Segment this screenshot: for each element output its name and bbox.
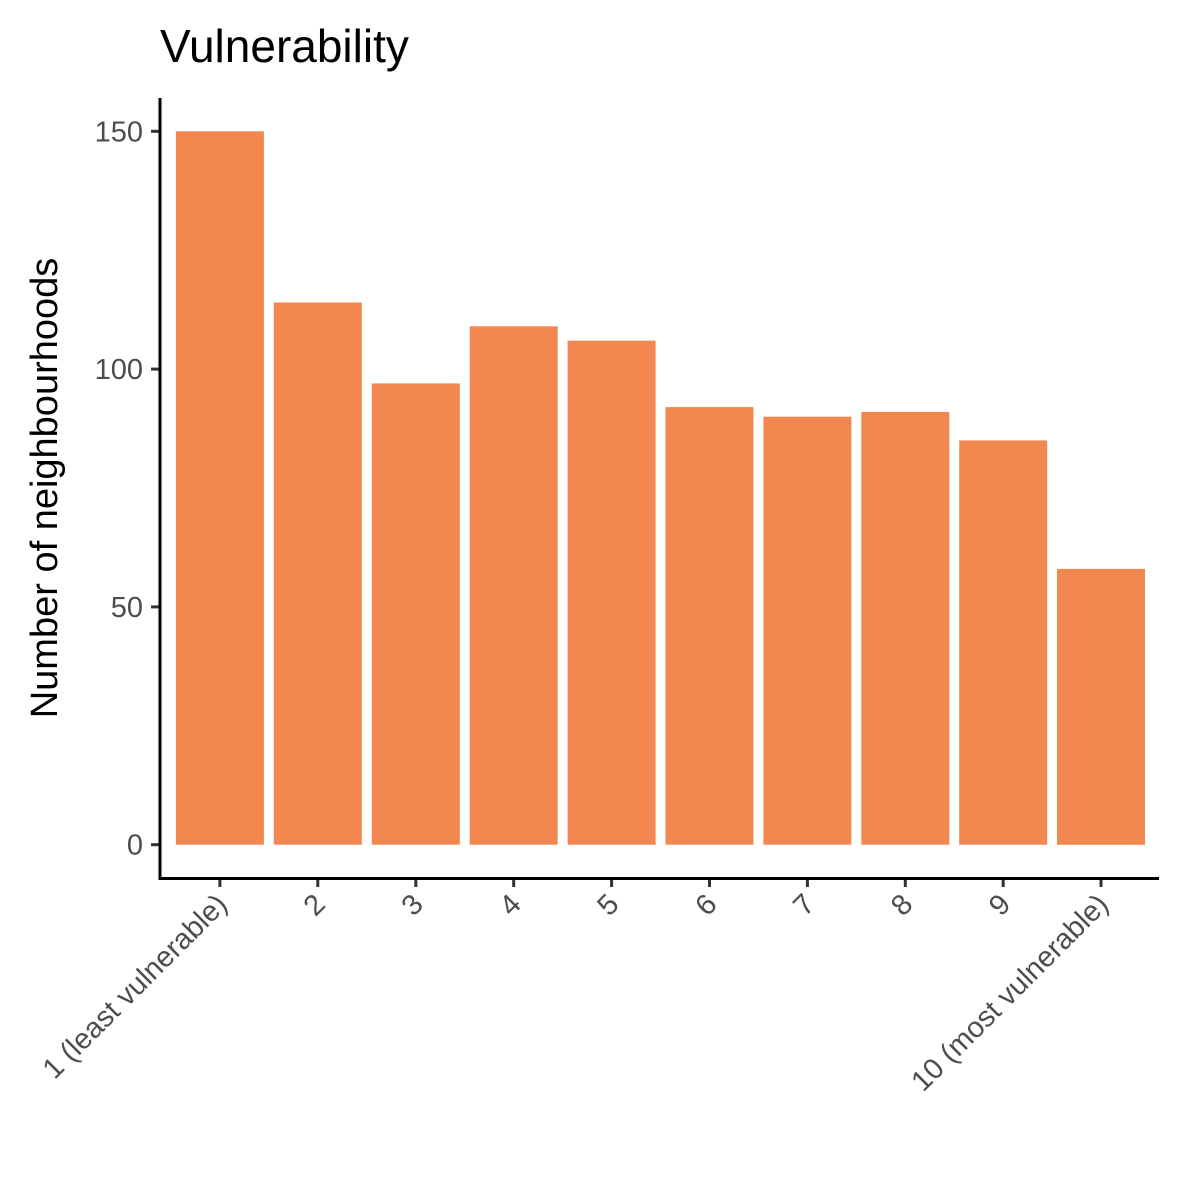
bar-5 <box>567 340 656 845</box>
x-tick-label: 6 <box>689 888 723 922</box>
x-tick-label: 10 (most vulnerable) <box>905 888 1115 1098</box>
y-tick-label: 0 <box>127 830 143 862</box>
x-tick-label: 3 <box>396 888 430 922</box>
bar-8 <box>861 411 950 845</box>
bar-7 <box>763 416 852 845</box>
chart-title: Vulnerability <box>160 20 409 72</box>
y-tick-label: 150 <box>95 116 143 148</box>
x-tick-label: 7 <box>787 888 821 922</box>
y-axis-label: Number of neighbourhoods <box>24 258 66 719</box>
x-axis-ticks: 1 (least vulnerable) 2 3 4 5 6 7 8 910 (most vul… <box>37 878 1115 1098</box>
y-tick-label: 100 <box>95 354 143 386</box>
bar-1 <box>175 131 264 845</box>
x-tick-label: 2 <box>298 888 332 922</box>
bar-10 <box>1057 568 1145 845</box>
y-tick-label: 50 <box>111 592 143 624</box>
bar-4 <box>469 326 558 845</box>
bars-group <box>175 131 1145 845</box>
bar-2 <box>273 302 362 845</box>
x-tick-label: 8 <box>885 888 919 922</box>
x-tick-label: 9 <box>983 888 1017 922</box>
x-tick-label: 1 (least vulnerable) <box>37 888 234 1085</box>
bar-6 <box>665 407 754 845</box>
bar-9 <box>959 440 1048 845</box>
x-tick-label: 5 <box>592 888 626 922</box>
y-axis-ticks: 0 50 100 150 <box>95 116 160 862</box>
x-tick-label: 4 <box>494 888 528 922</box>
bar-3 <box>371 383 460 845</box>
